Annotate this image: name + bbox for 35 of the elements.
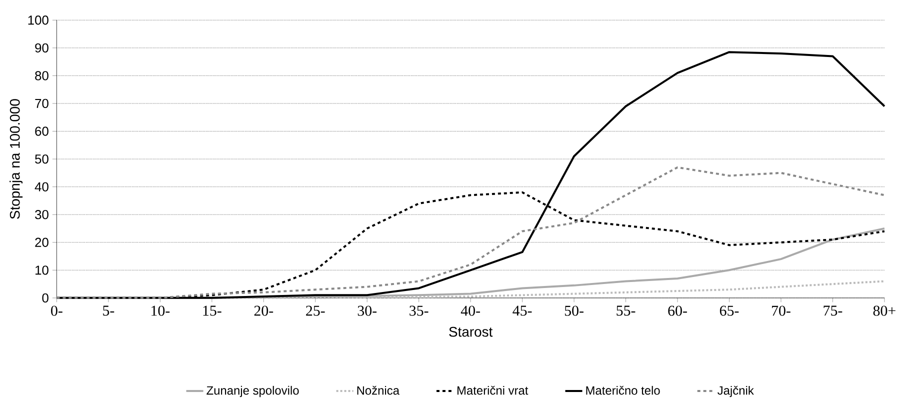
x-tick-label: 50- [564,306,584,316]
legend-label: Materični vrat [457,386,528,395]
y-tick-label: 40 [34,182,48,192]
y-axis-title: Stopnja na 100.000 [10,99,23,219]
x-tick-label: 70- [772,306,790,316]
y-tick-label: 10 [36,266,48,275]
x-tick-label: 30- [358,306,377,316]
x-tick-label: 40- [460,306,480,316]
x-tick-label: 60- [668,306,687,316]
x-tick-label: 80+ [873,306,896,316]
y-tick-label: 100 [28,16,48,25]
y-tick-label: 50 [35,154,48,164]
x-tick-label: 65- [720,306,739,316]
x-tick-label: 75- [824,306,842,316]
y-tick-label: 60 [35,126,48,136]
x-tick-label: 45- [512,306,532,316]
x-tick-label: 55- [616,306,636,316]
y-tick-label: 30 [35,210,48,220]
y-tick-label: 80 [35,71,48,80]
y-tick-label: 90 [35,43,48,52]
legend-label: Nožnica [357,386,400,395]
legend-label: Materično telo [586,386,660,395]
x-tick-label: 20- [254,306,274,316]
x-tick-label: 35- [410,306,428,316]
y-tick-label: 70 [35,98,48,108]
x-tick-label: 10- [152,306,170,316]
x-tick-label: 25- [306,306,325,316]
x-tick-label: 15- [203,306,222,316]
legend-label: Jajčnik [718,386,754,398]
x-tick-label: 5- [103,306,114,316]
y-tick-label: 20 [35,238,48,247]
legend-label: Zunanje spolovilo [206,386,299,398]
y-tick-label: 0 [42,293,48,303]
x-tick-label: 0- [51,306,62,316]
x-axis-title: Starost [449,326,493,337]
